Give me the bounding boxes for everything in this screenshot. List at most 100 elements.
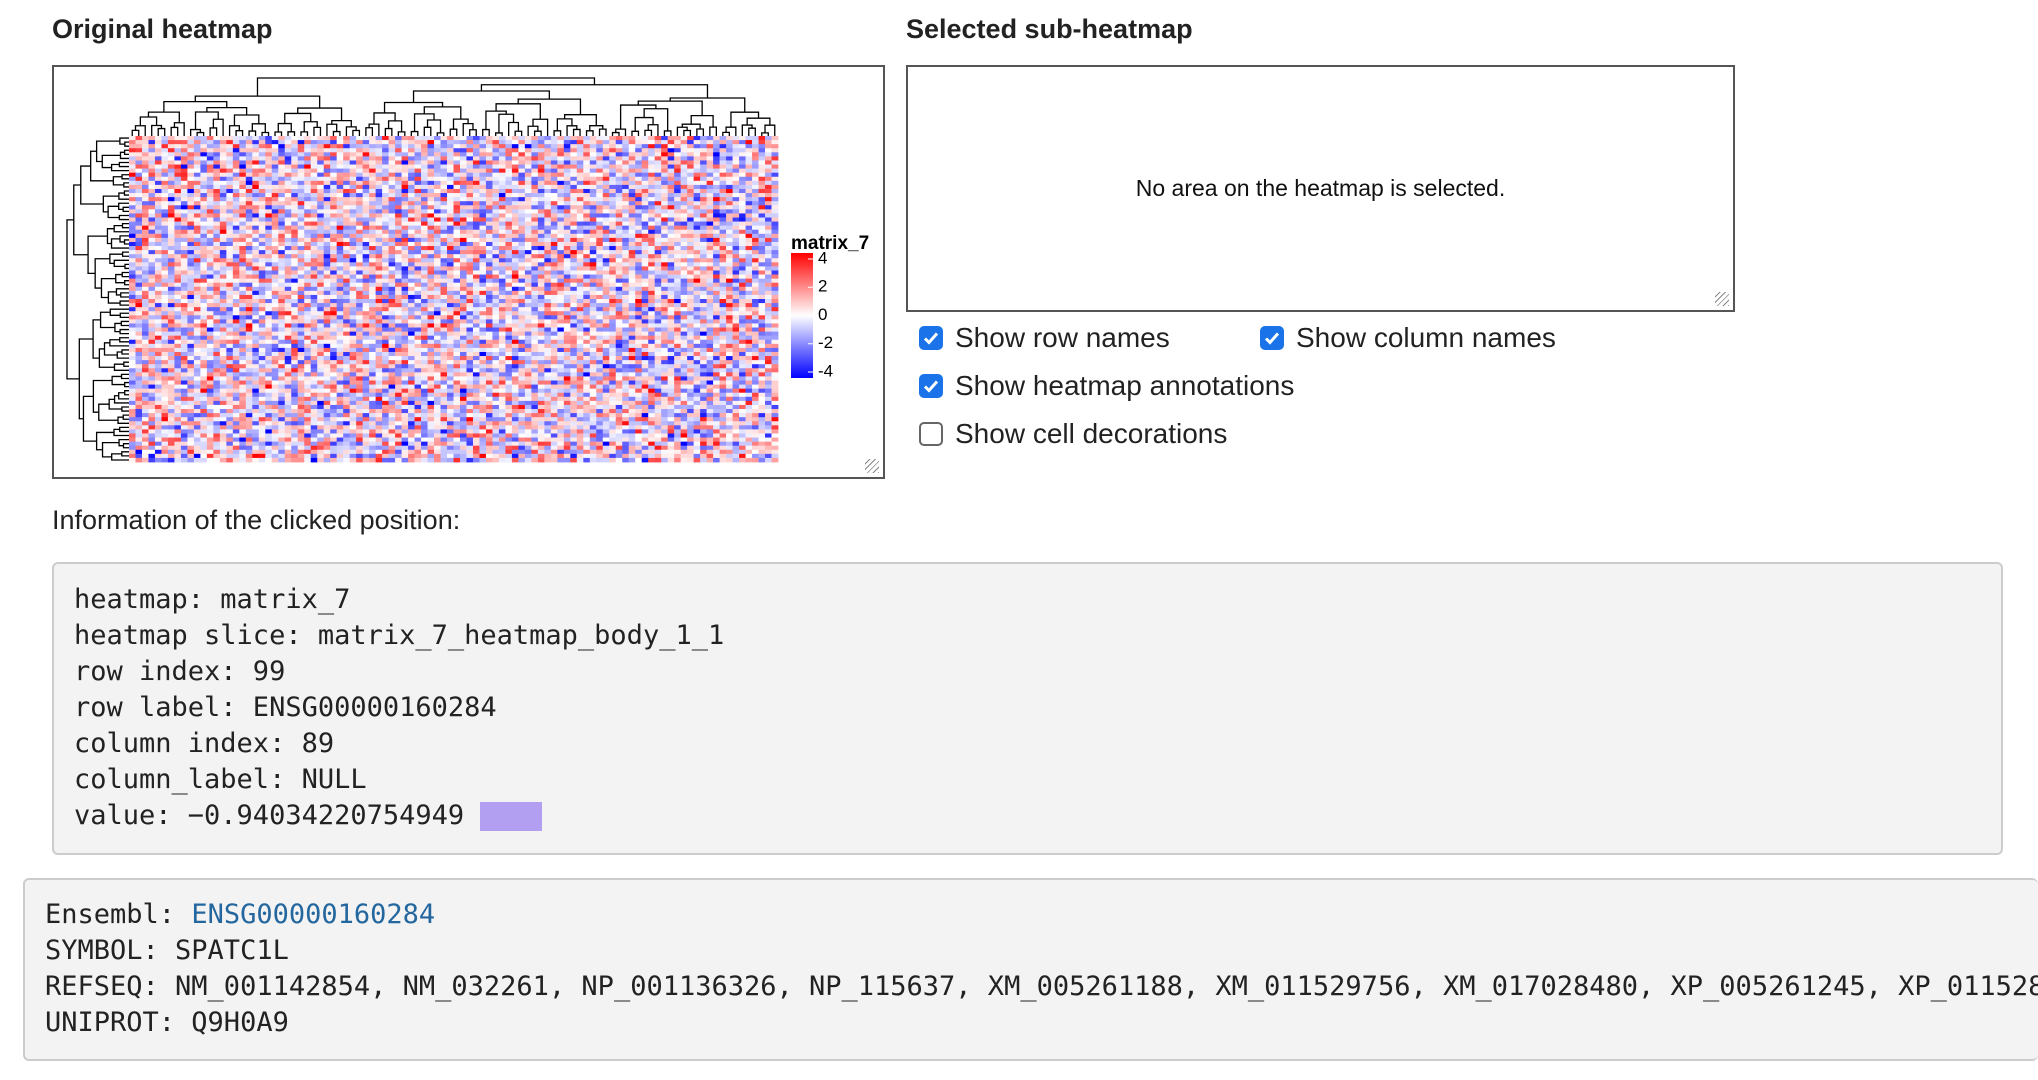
heatmap-cell xyxy=(641,168,649,174)
heatmap-cell xyxy=(382,144,389,149)
heatmap-cell xyxy=(745,217,753,222)
heatmap-cell xyxy=(505,229,513,235)
heatmap-cell xyxy=(317,148,325,153)
heatmap-cell xyxy=(297,209,305,214)
heatmap-cell xyxy=(154,140,162,145)
heatmap-cell xyxy=(395,237,402,243)
heatmap-cell xyxy=(330,201,338,206)
heatmap-cell xyxy=(739,176,746,182)
heatmap-cell xyxy=(239,164,247,170)
heatmap-cell xyxy=(213,225,221,231)
heatmap-cell xyxy=(362,246,370,251)
heatmap-cell xyxy=(447,331,454,337)
heatmap-cell xyxy=(570,290,578,296)
heatmap-cell xyxy=(310,282,318,288)
heatmap-cell xyxy=(174,225,182,231)
heatmap-cell xyxy=(343,266,351,271)
heatmap-cell xyxy=(518,164,526,170)
heatmap-cell xyxy=(505,160,513,165)
heatmap-cell xyxy=(447,274,454,280)
heatmap-cell xyxy=(648,278,656,284)
heatmap-cell xyxy=(745,266,753,271)
heatmap-cell xyxy=(226,323,234,328)
heatmap-cell xyxy=(382,140,389,145)
heatmap-cell xyxy=(758,176,766,182)
heatmap-cell xyxy=(245,221,253,227)
heatmap-box[interactable]: matrix_7 4 2 0 -2 -4 xyxy=(52,65,885,479)
heatmap-cell xyxy=(654,144,662,149)
heatmap-cell xyxy=(343,217,351,222)
heatmap-cell xyxy=(453,319,461,324)
heatmap-cell xyxy=(187,180,195,186)
heatmap-cell xyxy=(141,315,149,320)
heatmap-cell xyxy=(524,319,532,324)
heatmap-cell xyxy=(129,299,136,304)
heatmap-cell xyxy=(356,233,364,239)
heatmap-cell xyxy=(563,286,571,292)
heatmap-cell xyxy=(291,197,299,202)
heatmap-cell xyxy=(706,286,714,292)
heatmap-cell xyxy=(440,136,448,141)
heatmap-cell xyxy=(369,180,377,186)
heatmap-cell xyxy=(609,184,617,190)
heatmap-cell xyxy=(129,237,136,243)
heatmap-cell xyxy=(427,180,435,186)
heatmap-cell xyxy=(174,266,182,271)
heatmap-cell xyxy=(278,303,286,308)
heatmap-cell xyxy=(284,184,292,190)
heatmap-cell xyxy=(628,303,636,308)
heatmap-cell xyxy=(531,140,539,145)
heatmap-cell xyxy=(129,213,136,218)
heatmap-cell xyxy=(745,303,753,308)
heatmap-cell xyxy=(239,290,247,296)
heatmap-cell xyxy=(265,282,273,288)
heatmap-cell xyxy=(550,331,558,337)
heatmap-cell xyxy=(524,331,532,337)
heatmap-cell xyxy=(129,176,136,182)
heatmap-cell xyxy=(719,221,727,227)
heatmap-cell xyxy=(219,319,227,324)
heatmap-cell xyxy=(765,323,772,328)
heatmap-cell xyxy=(395,254,402,259)
heatmap-cell xyxy=(421,225,428,231)
heatmap-cell xyxy=(271,172,279,178)
heatmap-cell xyxy=(141,225,149,231)
heatmap-cell xyxy=(771,254,779,259)
heatmap-cell xyxy=(531,237,539,243)
heatmap-cell xyxy=(245,213,253,218)
heatmap-cell xyxy=(161,225,169,231)
heatmap-cell xyxy=(421,315,428,320)
heatmap-cell xyxy=(408,286,415,292)
heatmap-cell xyxy=(447,290,454,296)
heatmap-cell xyxy=(641,286,649,292)
heatmap-cell xyxy=(654,168,662,174)
heatmap-cell xyxy=(700,180,708,186)
heatmap-cell xyxy=(550,233,558,239)
heatmap-cell xyxy=(654,233,662,239)
heatmap-cell xyxy=(622,323,630,328)
heatmap-cell xyxy=(421,323,428,328)
heatmap-cell xyxy=(745,209,753,214)
heatmap-cell xyxy=(674,319,682,324)
heatmap-cell xyxy=(745,315,753,320)
heatmap-cell xyxy=(576,221,584,227)
heatmap-cell xyxy=(453,160,461,165)
heatmap-cell xyxy=(667,254,675,259)
heatmap-cell xyxy=(771,152,779,157)
heatmap-cell xyxy=(758,294,766,300)
heatmap-cell xyxy=(148,229,156,235)
heatmap-cell xyxy=(388,176,396,182)
heatmap-cell xyxy=(336,270,344,275)
heatmap-cell xyxy=(408,282,415,288)
heatmap-cell xyxy=(602,136,610,141)
heatmap-cell xyxy=(382,335,389,341)
heatmap-cell xyxy=(297,311,305,316)
heatmap-cell xyxy=(680,335,688,341)
heatmap-cell xyxy=(713,323,720,328)
heatmap-cell xyxy=(700,225,708,231)
heatmap-cell xyxy=(258,299,266,304)
heatmap-cell xyxy=(680,164,688,170)
heatmap-cell xyxy=(771,221,779,227)
heatmap-cell xyxy=(635,184,643,190)
